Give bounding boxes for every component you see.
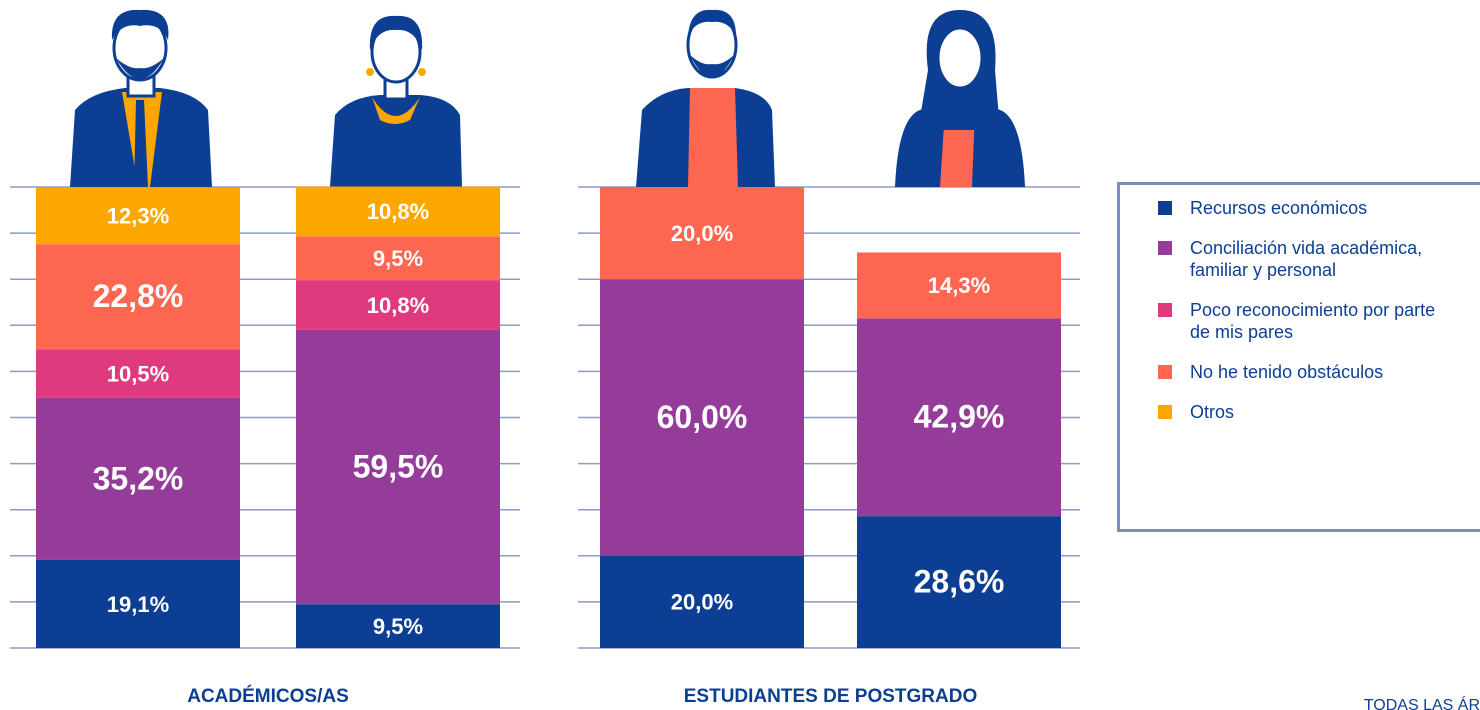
bar-segment xyxy=(857,516,1061,648)
value-label: 28,6% xyxy=(914,564,1005,600)
legend-item: Poco reconocimiento por parte de mis par… xyxy=(1158,299,1480,343)
legend-swatch xyxy=(1158,405,1172,419)
figure-woman-2 xyxy=(895,10,1025,187)
legend-label: No he tenido obstáculos xyxy=(1190,362,1384,382)
value-label: 10,8% xyxy=(367,199,429,224)
value-label: 22,8% xyxy=(93,278,184,314)
legend-label: Conciliación vida académica, familiar y … xyxy=(1190,238,1423,280)
bar-segment xyxy=(857,252,1061,319)
bar-segment xyxy=(36,559,240,648)
legend-label: Recursos económicos xyxy=(1190,198,1368,218)
legend-label: Poco reconocimiento por parte de mis par… xyxy=(1190,300,1436,342)
bar-segment xyxy=(36,244,240,350)
value-label: 60,0% xyxy=(657,399,748,435)
legend-item: Conciliación vida académica, familiar y … xyxy=(1158,237,1480,281)
group-label: ESTUDIANTES DE POSTGRADO xyxy=(684,686,977,707)
value-label: 12,3% xyxy=(107,204,169,229)
value-label: 19,1% xyxy=(107,592,169,617)
value-label: 9,5% xyxy=(373,246,423,271)
legend-label: Otros xyxy=(1190,402,1235,422)
bar-segment xyxy=(600,279,804,556)
legend-swatch xyxy=(1158,303,1172,317)
legend-swatch xyxy=(1158,201,1172,215)
bar-segment xyxy=(857,318,1061,517)
footer-text: TODAS LAS ÁR xyxy=(1364,695,1480,710)
legend-item: No he tenido obstáculos xyxy=(1158,361,1480,383)
value-label: 14,3% xyxy=(928,273,990,298)
value-label: 35,2% xyxy=(93,460,184,496)
legend-swatch xyxy=(1158,365,1172,379)
legend-swatch xyxy=(1158,241,1172,255)
figure-man-2 xyxy=(636,9,775,187)
bar-segment xyxy=(600,187,804,280)
value-label: 20,0% xyxy=(671,221,733,246)
bar-segment xyxy=(296,329,500,605)
group-label: ACADÉMICOS/AS xyxy=(187,685,349,707)
bar-segment xyxy=(296,604,500,648)
bar-segment xyxy=(36,397,240,560)
value-label: 9,5% xyxy=(373,614,423,639)
legend-item: Recursos económicos xyxy=(1158,197,1480,219)
value-label: 10,5% xyxy=(107,361,169,386)
figure-woman-1 xyxy=(330,15,462,187)
figures xyxy=(70,9,1025,187)
bar-segment xyxy=(296,236,500,281)
bar-segment xyxy=(36,349,240,398)
bar-segment xyxy=(296,280,500,330)
value-label: 20,0% xyxy=(671,590,733,615)
figure-man-1 xyxy=(70,9,212,187)
legend-item: Otros xyxy=(1158,401,1480,423)
bar-segment xyxy=(36,187,240,245)
bar-segment xyxy=(296,186,500,237)
value-label: 59,5% xyxy=(353,449,444,485)
bar-segment xyxy=(600,555,804,648)
legend: Recursos económicos Conciliación vida aca… xyxy=(1117,182,1480,532)
value-label: 10,8% xyxy=(367,293,429,318)
value-label: 42,9% xyxy=(914,399,1005,435)
